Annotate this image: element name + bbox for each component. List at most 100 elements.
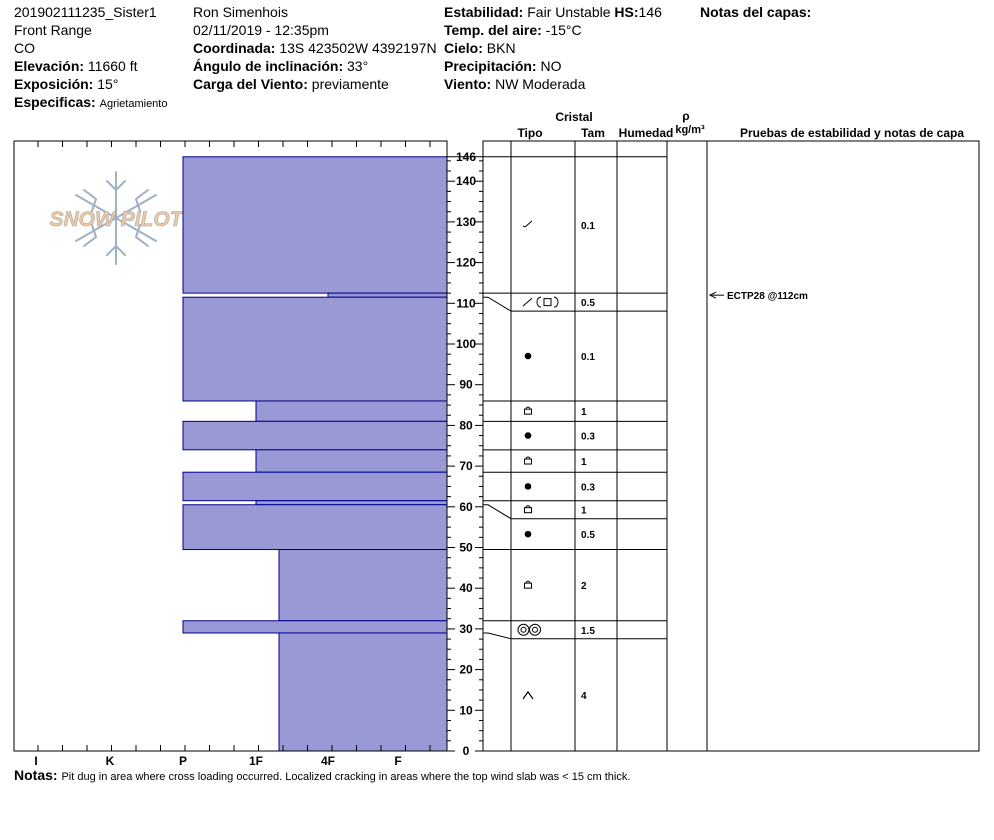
height-tick-label: 110	[456, 296, 476, 310]
facet-icon	[525, 505, 531, 508]
crystal-surface-hoar-icon	[517, 623, 541, 636]
layer-bar	[255, 449, 448, 473]
elevation-value: 11660 ft	[87, 58, 138, 74]
layer-bar	[255, 400, 448, 422]
crystal-size: 0.3	[581, 482, 595, 493]
height-tick-label: 70	[459, 459, 473, 473]
hardness-label: I	[34, 754, 37, 768]
crystal-facet-icon	[524, 505, 532, 514]
wind-loading-value: previamente	[311, 76, 389, 92]
surface-hoar-icon	[517, 623, 530, 636]
surface-hoar-icon	[529, 623, 541, 636]
crystal-depth-hoar-icon	[522, 690, 534, 700]
specifics-label: Especificas:	[14, 94, 96, 110]
crystal-size: 1.5	[581, 626, 595, 637]
notes: Notas: Pit dug in area where cross loadi…	[14, 767, 630, 785]
height-tick-label: 100	[456, 337, 476, 351]
crystal-facet-icon	[524, 580, 532, 589]
surface-hoar-icon	[520, 626, 527, 633]
fragment-icon	[522, 225, 526, 228]
crystal-size: 0.1	[581, 221, 595, 232]
height-tick-label: 60	[459, 500, 473, 514]
sky-label: Cielo:	[444, 40, 483, 56]
moisture-header: Humedad	[619, 126, 674, 140]
precip-value: NO	[540, 58, 562, 74]
elevation-label: Elevación:	[14, 58, 85, 74]
crystal-round-icon	[524, 352, 532, 360]
aspect-value: 15°	[97, 76, 119, 92]
observer: Ron Simenhois	[193, 4, 288, 20]
stability: Estabilidad: Fair Unstable HS:146	[444, 4, 662, 20]
wind-value: NW Moderada	[495, 76, 586, 92]
facet-icon	[524, 507, 532, 514]
hardness-label: F	[394, 754, 401, 768]
aspect-label: Exposición:	[14, 76, 94, 92]
state-name: CO	[14, 40, 35, 56]
height-tick-label: 130	[456, 215, 476, 229]
height-tick-label: 0	[463, 744, 470, 758]
wind-label: Viento:	[444, 76, 492, 92]
facet-icon	[525, 580, 531, 584]
layer-connector	[483, 504, 512, 520]
crystal-round-icon	[524, 530, 532, 538]
layer-bar	[182, 620, 448, 634]
notes-text: Pit dug in area where cross loading occu…	[61, 771, 631, 783]
specifics: Especificas: Agrietamiento	[14, 94, 167, 112]
surface-hoar-icon	[532, 626, 538, 633]
crystal-size: 4	[581, 691, 587, 702]
notes-label: Notas:	[14, 767, 58, 783]
layer-bar	[182, 296, 448, 402]
height-tick-label: 120	[456, 256, 476, 270]
crystal-fragment-facet-icon	[522, 296, 559, 308]
fragment-icon	[524, 220, 533, 228]
snowpilot-logo: SNOW PILOT	[49, 171, 185, 265]
crystal-size: 2	[581, 581, 587, 592]
paren-icon	[536, 296, 542, 308]
wind: Viento: NW Moderada	[444, 76, 585, 92]
height-tick-label: 20	[459, 663, 473, 677]
hardness-labels: I K P 1F 4F F	[34, 754, 401, 768]
stability-value: Fair Unstable	[527, 4, 611, 20]
specifics-value: Agrietamiento	[99, 98, 168, 110]
height-tick-label: 40	[459, 581, 473, 595]
precipitation: Precipitación: NO	[444, 58, 561, 74]
crystal-facet-icon	[524, 406, 532, 415]
air-temp-label: Temp. del aire:	[444, 22, 542, 38]
height-tick-label: 10	[459, 703, 473, 717]
table-frame	[482, 140, 980, 752]
crystal-table: Cristal Tipo Tam Humedad ρ kg/m³ Pruebas…	[482, 109, 980, 752]
hardness-ticks	[37, 141, 431, 751]
slope-angle: Ángulo de inclinación: 33°	[193, 58, 368, 74]
test-label: ECTP28 @112cm	[727, 291, 808, 302]
air-temp: Temp. del aire: -15°C	[444, 22, 582, 38]
facet-icon	[524, 408, 532, 415]
air-temp-value: -15°C	[545, 22, 582, 38]
rho-header: ρ	[682, 109, 689, 123]
precip-label: Precipitación:	[444, 58, 537, 74]
coordinate-label: Coordinada:	[193, 40, 276, 56]
stability-label: Estabilidad:	[444, 4, 524, 20]
hardness-label: 1F	[249, 754, 263, 768]
crystal-size: 1	[581, 506, 587, 517]
hardness-label: 4F	[321, 754, 335, 768]
crystal-size: 1	[581, 407, 587, 418]
type-header: Tipo	[517, 126, 542, 140]
hardness-label: P	[179, 754, 187, 768]
elevation: Elevación: 11660 ft	[14, 58, 137, 74]
depth-hoar-icon	[522, 690, 534, 700]
crystal-size: 0.1	[581, 352, 595, 363]
hardness-label: K	[106, 754, 115, 768]
slope-value: 33°	[347, 58, 369, 74]
height-tick-label: 90	[459, 378, 473, 392]
coordinate-value: 13S 423502W 4392197N	[279, 40, 437, 56]
crystal-round-icon	[524, 483, 532, 490]
sky: Cielo: BKN	[444, 40, 516, 56]
logo-text: SNOW PILOT	[50, 208, 185, 231]
round-grain-icon	[524, 352, 532, 360]
crystal-round-icon	[524, 432, 532, 439]
layer-bars	[182, 156, 448, 752]
hardness-plot: I K P 1F 4F F	[13, 140, 448, 768]
paren-icon	[553, 296, 559, 308]
wind-loading: Carga del Viento: previamente	[193, 76, 389, 92]
layer-connector	[483, 632, 512, 640]
